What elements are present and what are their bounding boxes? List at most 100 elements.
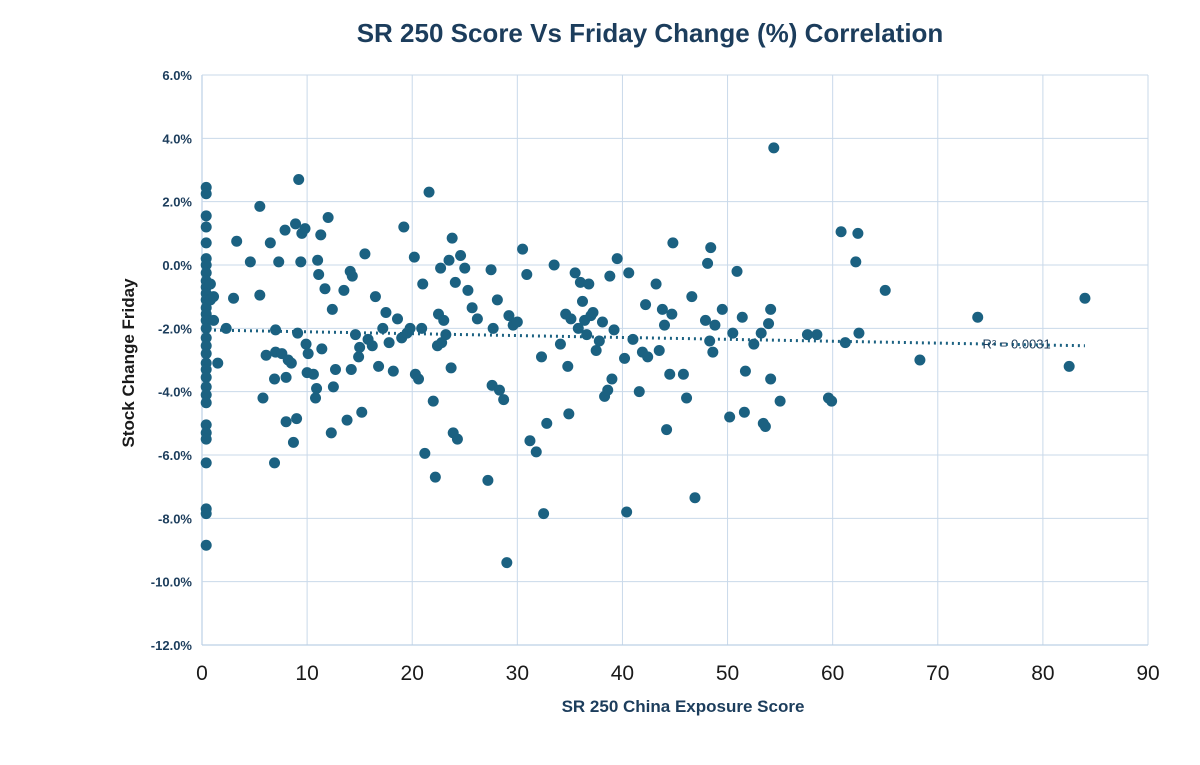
scatter-point bbox=[312, 254, 324, 266]
scatter-point bbox=[640, 299, 652, 311]
scatter-point bbox=[503, 310, 515, 322]
scatter-point bbox=[327, 381, 339, 393]
scatter-point bbox=[285, 357, 297, 369]
y-tick-label: 6.0% bbox=[162, 68, 192, 83]
scatter-point bbox=[517, 243, 529, 255]
scatter-point bbox=[204, 278, 216, 290]
scatter-point bbox=[739, 365, 751, 377]
scatter-point bbox=[491, 294, 503, 306]
scatter-point bbox=[536, 351, 548, 363]
x-tick-label: 60 bbox=[821, 662, 844, 685]
scatter-point bbox=[435, 262, 447, 274]
scatter-point bbox=[623, 267, 635, 279]
y-tick-label: -6.0% bbox=[158, 448, 192, 463]
scatter-point bbox=[681, 392, 693, 404]
scatter-point bbox=[604, 270, 616, 282]
x-tick-label: 70 bbox=[926, 662, 949, 685]
scatter-point bbox=[438, 314, 450, 326]
scatter-point bbox=[686, 291, 698, 303]
scatter-point bbox=[200, 188, 212, 200]
scatter-point bbox=[292, 327, 304, 339]
scatter-point bbox=[661, 424, 673, 436]
scatter-point bbox=[404, 322, 416, 334]
scatter-point bbox=[853, 327, 865, 339]
scatter-point bbox=[774, 395, 786, 407]
scatter-point bbox=[765, 373, 777, 385]
scatter-point bbox=[377, 322, 389, 334]
x-tick-label: 40 bbox=[611, 662, 634, 685]
scatter-point bbox=[200, 259, 212, 271]
scatter-point bbox=[736, 311, 748, 323]
scatter-point bbox=[485, 264, 497, 276]
scatter-point bbox=[366, 340, 378, 352]
x-tick-label: 50 bbox=[716, 662, 739, 685]
scatter-point bbox=[716, 303, 728, 315]
y-tick-label: -10.0% bbox=[151, 575, 193, 590]
scatter-point bbox=[356, 406, 368, 418]
scatter-point bbox=[748, 338, 760, 350]
y-tick-label: -4.0% bbox=[158, 385, 192, 400]
scatter-point bbox=[731, 265, 743, 277]
scatter-point bbox=[759, 421, 771, 432]
scatter-point bbox=[498, 394, 510, 406]
scatter-point bbox=[562, 360, 574, 372]
scatter-point bbox=[293, 174, 305, 185]
scatter-point bbox=[642, 351, 654, 363]
y-axis-label: Stock Change Friday bbox=[119, 278, 138, 448]
scatter-point bbox=[563, 408, 575, 420]
scatter-point bbox=[264, 237, 276, 249]
scatter-point bbox=[200, 364, 212, 375]
scatter-point bbox=[521, 269, 533, 280]
scatter-point bbox=[280, 416, 292, 428]
scatter-point bbox=[677, 368, 689, 380]
scatter-point bbox=[852, 227, 864, 239]
scatter-point bbox=[295, 256, 307, 268]
scatter-point bbox=[387, 365, 399, 377]
scatter-point bbox=[254, 289, 266, 301]
scatter-point bbox=[200, 348, 212, 360]
scatter-point bbox=[462, 284, 474, 296]
scatter-point bbox=[319, 283, 331, 295]
scatter-point bbox=[577, 295, 589, 307]
scatter-point bbox=[423, 186, 435, 198]
scatter-point bbox=[455, 250, 467, 261]
scatter-point bbox=[738, 406, 750, 418]
scatter-point bbox=[1079, 292, 1091, 304]
scatter-point bbox=[501, 557, 513, 569]
scatter-point bbox=[413, 373, 425, 385]
x-axis-ticks: 0 10 20 30 40 50 60 70 80 90 bbox=[196, 662, 1160, 685]
scatter-point bbox=[653, 345, 665, 356]
scatter-point bbox=[705, 242, 717, 254]
scatter-point bbox=[449, 276, 461, 288]
y-tick-label: -12.0% bbox=[151, 638, 193, 653]
scatter-point bbox=[445, 362, 457, 374]
scatter-point bbox=[417, 278, 429, 290]
scatter-point bbox=[200, 419, 212, 431]
scatter-point bbox=[273, 256, 285, 268]
scatter-point bbox=[627, 333, 639, 345]
scatter-point bbox=[704, 335, 716, 347]
scatter-point bbox=[279, 224, 291, 236]
scatter-point bbox=[587, 307, 599, 318]
scatter-point bbox=[290, 218, 302, 230]
scatter-point bbox=[302, 348, 314, 360]
scatter-point bbox=[244, 256, 256, 268]
scatter-point bbox=[482, 474, 494, 486]
scatter-point bbox=[200, 237, 212, 249]
scatter-point bbox=[346, 270, 358, 282]
scatter-point bbox=[656, 303, 668, 315]
x-tick-label: 30 bbox=[506, 662, 529, 685]
scatter-point bbox=[826, 395, 838, 407]
scatter-point bbox=[200, 371, 212, 383]
scatter-point bbox=[801, 329, 813, 341]
scatter-point bbox=[200, 457, 212, 469]
scatter-point bbox=[307, 368, 319, 380]
y-tick-label: 4.0% bbox=[162, 131, 192, 146]
scatter-point bbox=[354, 341, 366, 353]
scatter-point bbox=[707, 346, 719, 358]
scatter-point bbox=[811, 329, 823, 341]
scatter-point bbox=[269, 373, 281, 385]
scatter-point bbox=[398, 221, 410, 233]
x-tick-label: 80 bbox=[1031, 662, 1054, 685]
scatter-point bbox=[254, 200, 266, 212]
